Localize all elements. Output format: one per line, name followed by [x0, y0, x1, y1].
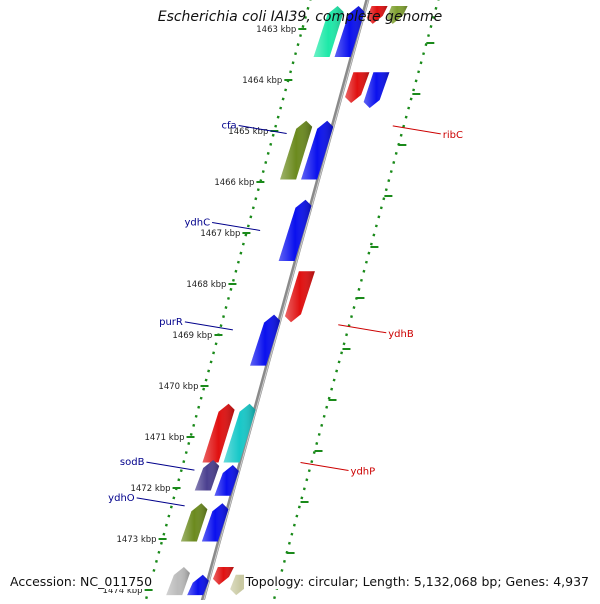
gene-block-shading: [278, 199, 312, 261]
gene-block-shading: [166, 567, 190, 596]
gene-block-shading: [201, 503, 229, 542]
gene-block-shading: [301, 120, 334, 180]
kbp-tick-label: 1470 kbp: [158, 382, 198, 392]
gene-label-leader: [300, 462, 349, 471]
accession-text: Accession: NC_011750: [8, 574, 155, 589]
kbp-tick-label: 1468 kbp: [186, 280, 226, 290]
gene-block-shading: [285, 271, 315, 323]
gene-label-leader: [212, 221, 261, 231]
gene-label-ydhC: ydhC: [185, 217, 211, 228]
gene-block-shading: [187, 574, 209, 596]
gene-block-shading: [180, 503, 208, 542]
gene-block-shading: [386, 6, 408, 24]
gene-block-shading: [223, 403, 256, 463]
gene-label-leader: [338, 324, 387, 334]
genome-summary-text: Topology: circular; Length: 5,132,068 bp…: [243, 574, 591, 589]
gene-block-shading: [363, 72, 390, 108]
kbp-tick-label: 1465 kbp: [228, 127, 268, 137]
kbp-tick-label: 1472 kbp: [130, 484, 170, 494]
gene-label-ydhP: ydhP: [351, 467, 376, 478]
kbp-tick-label: 1474 kbp: [103, 586, 143, 596]
gene-label-leader: [146, 461, 195, 471]
kbp-tick-label: 1466 kbp: [214, 178, 254, 188]
gene-block-shading: [213, 567, 234, 585]
gene-block-shading: [280, 120, 313, 180]
gene-label-ydhO: ydhO: [108, 493, 135, 504]
gene-block-shading: [334, 6, 365, 57]
gene-block-shading: [202, 403, 235, 463]
kbp-tick-label: 1471 kbp: [144, 433, 184, 443]
kbp-tick-label: 1463 kbp: [256, 25, 296, 35]
gene-block-shading: [250, 314, 281, 366]
kbp-tick-label: 1467 kbp: [200, 229, 240, 239]
gene-label-leader: [392, 125, 441, 135]
genome-backbone-highlight: [202, 0, 369, 604]
gene-label-leader: [136, 497, 185, 507]
gene-block-shading: [313, 6, 344, 57]
map-title: Escherichia coli IAI39, complete genome: [157, 9, 443, 25]
gene-label-sodB: sodB: [120, 457, 145, 468]
kbp-tick-label: 1464 kbp: [242, 76, 282, 86]
gene-block-shading: [345, 72, 370, 103]
gene-block-shading: [366, 6, 388, 24]
gene-label-ribC: ribC: [443, 130, 463, 141]
gene-label-purR: purR: [159, 317, 183, 328]
gene-label-cfa: cfa: [222, 121, 237, 132]
gene-block-shading: [214, 465, 239, 496]
gene-label-leader: [184, 321, 233, 331]
gene-block-shading: [194, 460, 220, 491]
gene-label-ydhB: ydhB: [388, 329, 414, 340]
kbp-tick-label: 1469 kbp: [172, 331, 212, 341]
gene-label-leader: [238, 125, 287, 135]
kbp-tick-label: 1473 kbp: [117, 535, 157, 545]
